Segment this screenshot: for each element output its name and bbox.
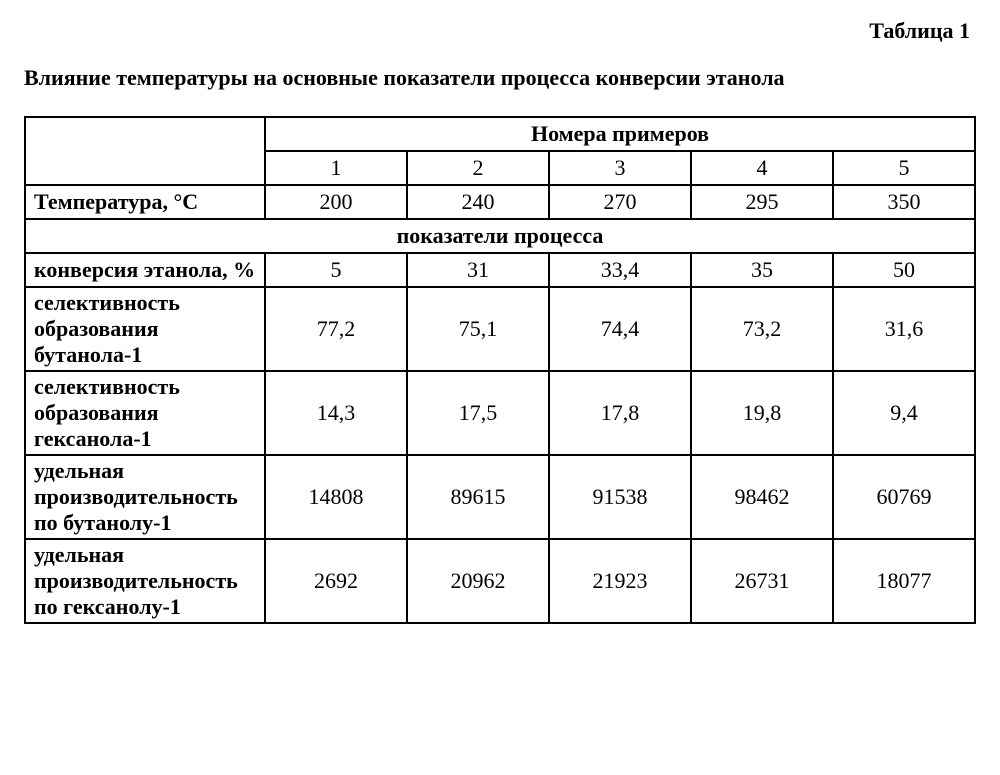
- data-table: Номера примеров 1 2 3 4 5 Температура, °…: [24, 116, 976, 624]
- cell: 31: [407, 253, 549, 287]
- cell: 35: [691, 253, 833, 287]
- col-header: 2: [407, 151, 549, 185]
- cell: 91538: [549, 455, 691, 539]
- table-number-label: Таблица 1: [24, 18, 976, 44]
- col-header: 5: [833, 151, 975, 185]
- col-header: 3: [549, 151, 691, 185]
- cell: 77,2: [265, 287, 407, 371]
- cell: 20962: [407, 539, 549, 623]
- cell: 50: [833, 253, 975, 287]
- cell: 98462: [691, 455, 833, 539]
- cell: 14,3: [265, 371, 407, 455]
- cell: 14808: [265, 455, 407, 539]
- cell: 31,6: [833, 287, 975, 371]
- cell: 19,8: [691, 371, 833, 455]
- col-header: 1: [265, 151, 407, 185]
- table-row: Температура, °С 200 240 270 295 350: [25, 185, 975, 219]
- row-label: конверсия этанола, %: [25, 253, 265, 287]
- cell: 270: [549, 185, 691, 219]
- examples-header: Номера примеров: [265, 117, 975, 151]
- table-row: удельная производительность по бутанолу-…: [25, 455, 975, 539]
- cell: 350: [833, 185, 975, 219]
- header-row-examples: Номера примеров: [25, 117, 975, 151]
- cell: 295: [691, 185, 833, 219]
- table-row: селективность образования гексанола-1 14…: [25, 371, 975, 455]
- table-caption: Влияние температуры на основные показате…: [24, 54, 976, 102]
- section-header-row: показатели процесса: [25, 219, 975, 253]
- table-row: конверсия этанола, % 5 31 33,4 35 50: [25, 253, 975, 287]
- cell: 26731: [691, 539, 833, 623]
- cell: 2692: [265, 539, 407, 623]
- cell: 240: [407, 185, 549, 219]
- table-row: удельная производительность по гексанолу…: [25, 539, 975, 623]
- header-empty-cell: [25, 117, 265, 185]
- cell: 9,4: [833, 371, 975, 455]
- table-row: селективность образования бутанола-1 77,…: [25, 287, 975, 371]
- col-header: 4: [691, 151, 833, 185]
- row-label: удельная производительность по бутанолу-…: [25, 455, 265, 539]
- process-indicators-header: показатели процесса: [25, 219, 975, 253]
- cell: 18077: [833, 539, 975, 623]
- cell: 75,1: [407, 287, 549, 371]
- cell: 60769: [833, 455, 975, 539]
- row-label: удельная производительность по гексанолу…: [25, 539, 265, 623]
- cell: 89615: [407, 455, 549, 539]
- row-label: селективность образования гексанола-1: [25, 371, 265, 455]
- cell: 17,5: [407, 371, 549, 455]
- cell: 5: [265, 253, 407, 287]
- row-label: Температура, °С: [25, 185, 265, 219]
- row-label: селективность образования бутанола-1: [25, 287, 265, 371]
- cell: 200: [265, 185, 407, 219]
- cell: 21923: [549, 539, 691, 623]
- cell: 17,8: [549, 371, 691, 455]
- cell: 74,4: [549, 287, 691, 371]
- cell: 73,2: [691, 287, 833, 371]
- cell: 33,4: [549, 253, 691, 287]
